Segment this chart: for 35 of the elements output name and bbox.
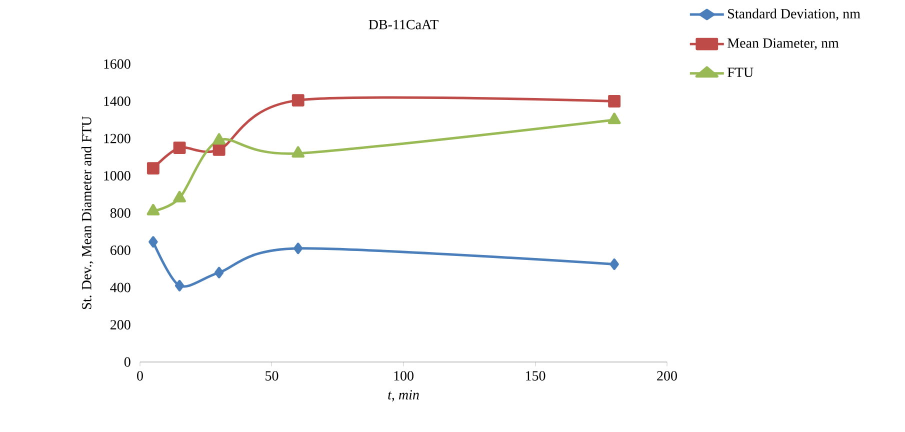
y-axis-title: St. Dev., Mean Diameter and FTU — [81, 116, 94, 309]
x-tick-label: 50 — [266, 371, 278, 381]
point — [294, 242, 303, 254]
point — [148, 236, 158, 248]
y-tick-label: 800 — [110, 208, 130, 218]
chart-title: DB-11CaAT — [368, 20, 438, 30]
point — [173, 142, 186, 154]
y-tick-label: 1000 — [104, 171, 130, 180]
x-tick-label: 200 — [657, 371, 677, 381]
x-tick-label: 100 — [394, 371, 414, 381]
y-tick-label: 600 — [110, 246, 130, 255]
point — [174, 280, 184, 292]
point — [610, 258, 619, 270]
x-tick-label: 0 — [137, 371, 143, 381]
y-tick-label: 1200 — [104, 134, 130, 144]
y-tick-label: 1600 — [104, 59, 130, 69]
point — [608, 112, 621, 124]
y-tick-label: 200 — [110, 320, 130, 330]
point — [212, 143, 226, 156]
point — [212, 133, 226, 145]
point — [292, 94, 304, 107]
point — [608, 95, 621, 108]
y-tick-label: 1400 — [104, 96, 130, 106]
y-tick-label: 400 — [110, 282, 130, 292]
point — [214, 266, 224, 278]
x-tick-label: 150 — [526, 371, 546, 381]
legend-label: Mean Diameter, nm — [728, 38, 839, 50]
point — [146, 162, 160, 175]
point — [173, 190, 186, 202]
y-tick-label: 0 — [124, 357, 130, 367]
point — [292, 146, 305, 158]
x-axis-title: t, min — [388, 390, 419, 402]
legend-label: Standard Deviation, nm — [728, 8, 860, 20]
legend-label: FTU — [728, 68, 754, 78]
point — [146, 204, 160, 216]
